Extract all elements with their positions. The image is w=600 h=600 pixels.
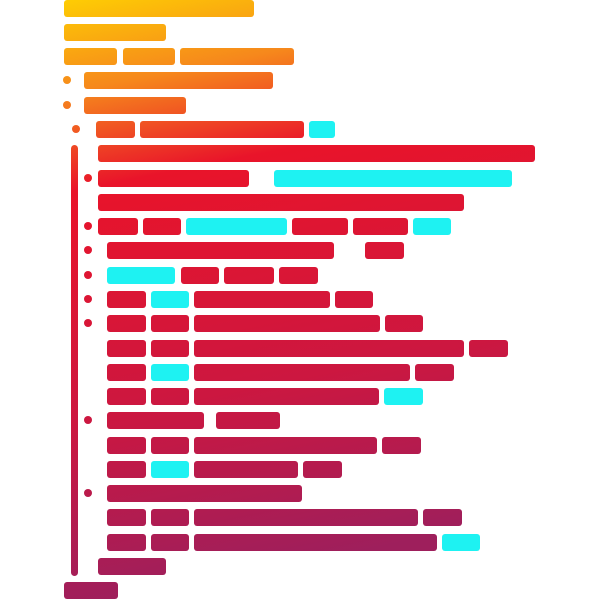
code-bars: [63, 0, 535, 599]
highlight-bars: [107, 121, 512, 551]
